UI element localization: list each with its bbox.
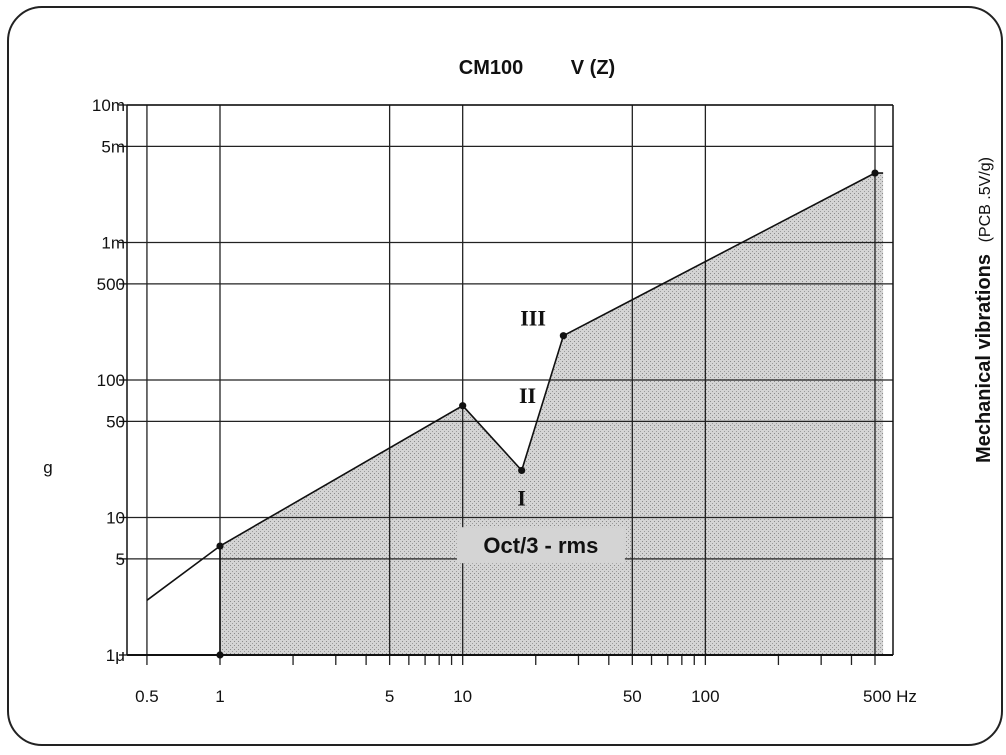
axes-group — [119, 104, 894, 665]
marker-2 — [459, 402, 467, 410]
x-tick-label-0: 0.5 — [135, 687, 159, 706]
y-tick-label-6: 1m — [101, 234, 125, 253]
annotation-box-3 — [456, 527, 625, 564]
x-tick-label-1: 1 — [215, 687, 224, 706]
annotation-2: I — [517, 486, 526, 511]
y-tick-label-7: 5m — [101, 137, 125, 156]
x-tick-label-5: 100 — [691, 687, 719, 706]
x-tick-label-4: 50 — [623, 687, 642, 706]
marker-0 — [216, 651, 224, 659]
x-tick-label-3: 10 — [453, 687, 472, 706]
marker-3 — [518, 466, 526, 475]
annotation-0: III — [520, 305, 546, 330]
tick-labels-group: 1μ 5 10 50 100 500 1m 5m 10m 0.5 1 5 10 50 100 500 Hz — [92, 96, 917, 706]
y-tick-label-8: 10m — [92, 96, 125, 115]
shaded-region — [220, 173, 884, 655]
side-label-note: (PCB .5V/g) — [977, 157, 994, 242]
markers-group — [216, 169, 879, 659]
chart-title: CM100 — [459, 57, 523, 79]
envelope-line — [146, 172, 876, 601]
marker-4 — [559, 332, 567, 340]
annotation-1: II — [519, 383, 536, 408]
y-tick-label-1: 5 — [116, 550, 125, 569]
y-axis-label: g — [43, 458, 52, 477]
y-tick-label-0: 1μ — [106, 646, 125, 665]
chart-frame: CM100 V (Z) 1μ 5 10 50 100 500 1m 5m 10m 0.5 1 5 10 5… — [6, 5, 1006, 750]
marker-5 — [871, 169, 879, 177]
y-tick-label-4: 100 — [97, 371, 125, 390]
side-label-main: Mechanical vibrations — [973, 254, 995, 463]
y-tick-label-5: 500 — [97, 275, 125, 294]
side-label: Mechanical vibrations (PCB .5V/g) — [973, 157, 995, 463]
annotation-3: Oct/3 - rms — [483, 533, 598, 558]
shaded-region-group — [220, 173, 884, 655]
y-tick-label-3: 50 — [106, 412, 125, 431]
marker-1 — [216, 542, 224, 550]
y-tick-label-2: 10 — [106, 509, 125, 528]
x-tick-label-2: 5 — [385, 687, 394, 706]
chart-subtitle: V (Z) — [571, 57, 615, 79]
x-tick-label-6: 500 Hz — [863, 687, 917, 706]
